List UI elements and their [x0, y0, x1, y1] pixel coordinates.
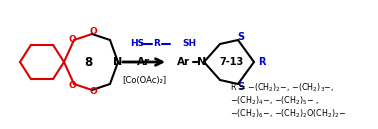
Text: Ar: Ar [177, 57, 191, 67]
Text: R = $-$(CH$_2$)$_2$$-$, $-$(CH$_2$)$_3$$-$,: R = $-$(CH$_2$)$_2$$-$, $-$(CH$_2$)$_3$$… [230, 82, 334, 94]
Text: R: R [258, 57, 266, 67]
Text: [Co(OAc)₂]: [Co(OAc)₂] [122, 75, 166, 84]
Text: O: O [89, 27, 97, 37]
Text: N: N [197, 57, 207, 67]
Text: S: S [237, 32, 245, 42]
Text: 8: 8 [84, 55, 92, 68]
Text: $-$(CH$_2$)$_6$$-$, $-$(CH$_2$)$_2$O(CH$_2$)$_2$$-$: $-$(CH$_2$)$_6$$-$, $-$(CH$_2$)$_2$O(CH$… [230, 108, 346, 120]
Text: SH: SH [182, 39, 196, 49]
Text: S: S [237, 82, 245, 92]
Text: 7-13: 7-13 [220, 57, 244, 67]
Text: O: O [68, 34, 76, 43]
Text: R: R [153, 38, 160, 47]
Text: HS: HS [130, 39, 144, 49]
Text: O: O [68, 80, 76, 90]
Text: N: N [113, 57, 122, 67]
Text: $-$(CH$_2$)$_4$$-$, $-$(CH$_2$)$_5$$-$ ,: $-$(CH$_2$)$_4$$-$, $-$(CH$_2$)$_5$$-$ , [230, 95, 319, 107]
Text: Ar: Ar [138, 57, 150, 67]
Text: O: O [89, 87, 97, 96]
